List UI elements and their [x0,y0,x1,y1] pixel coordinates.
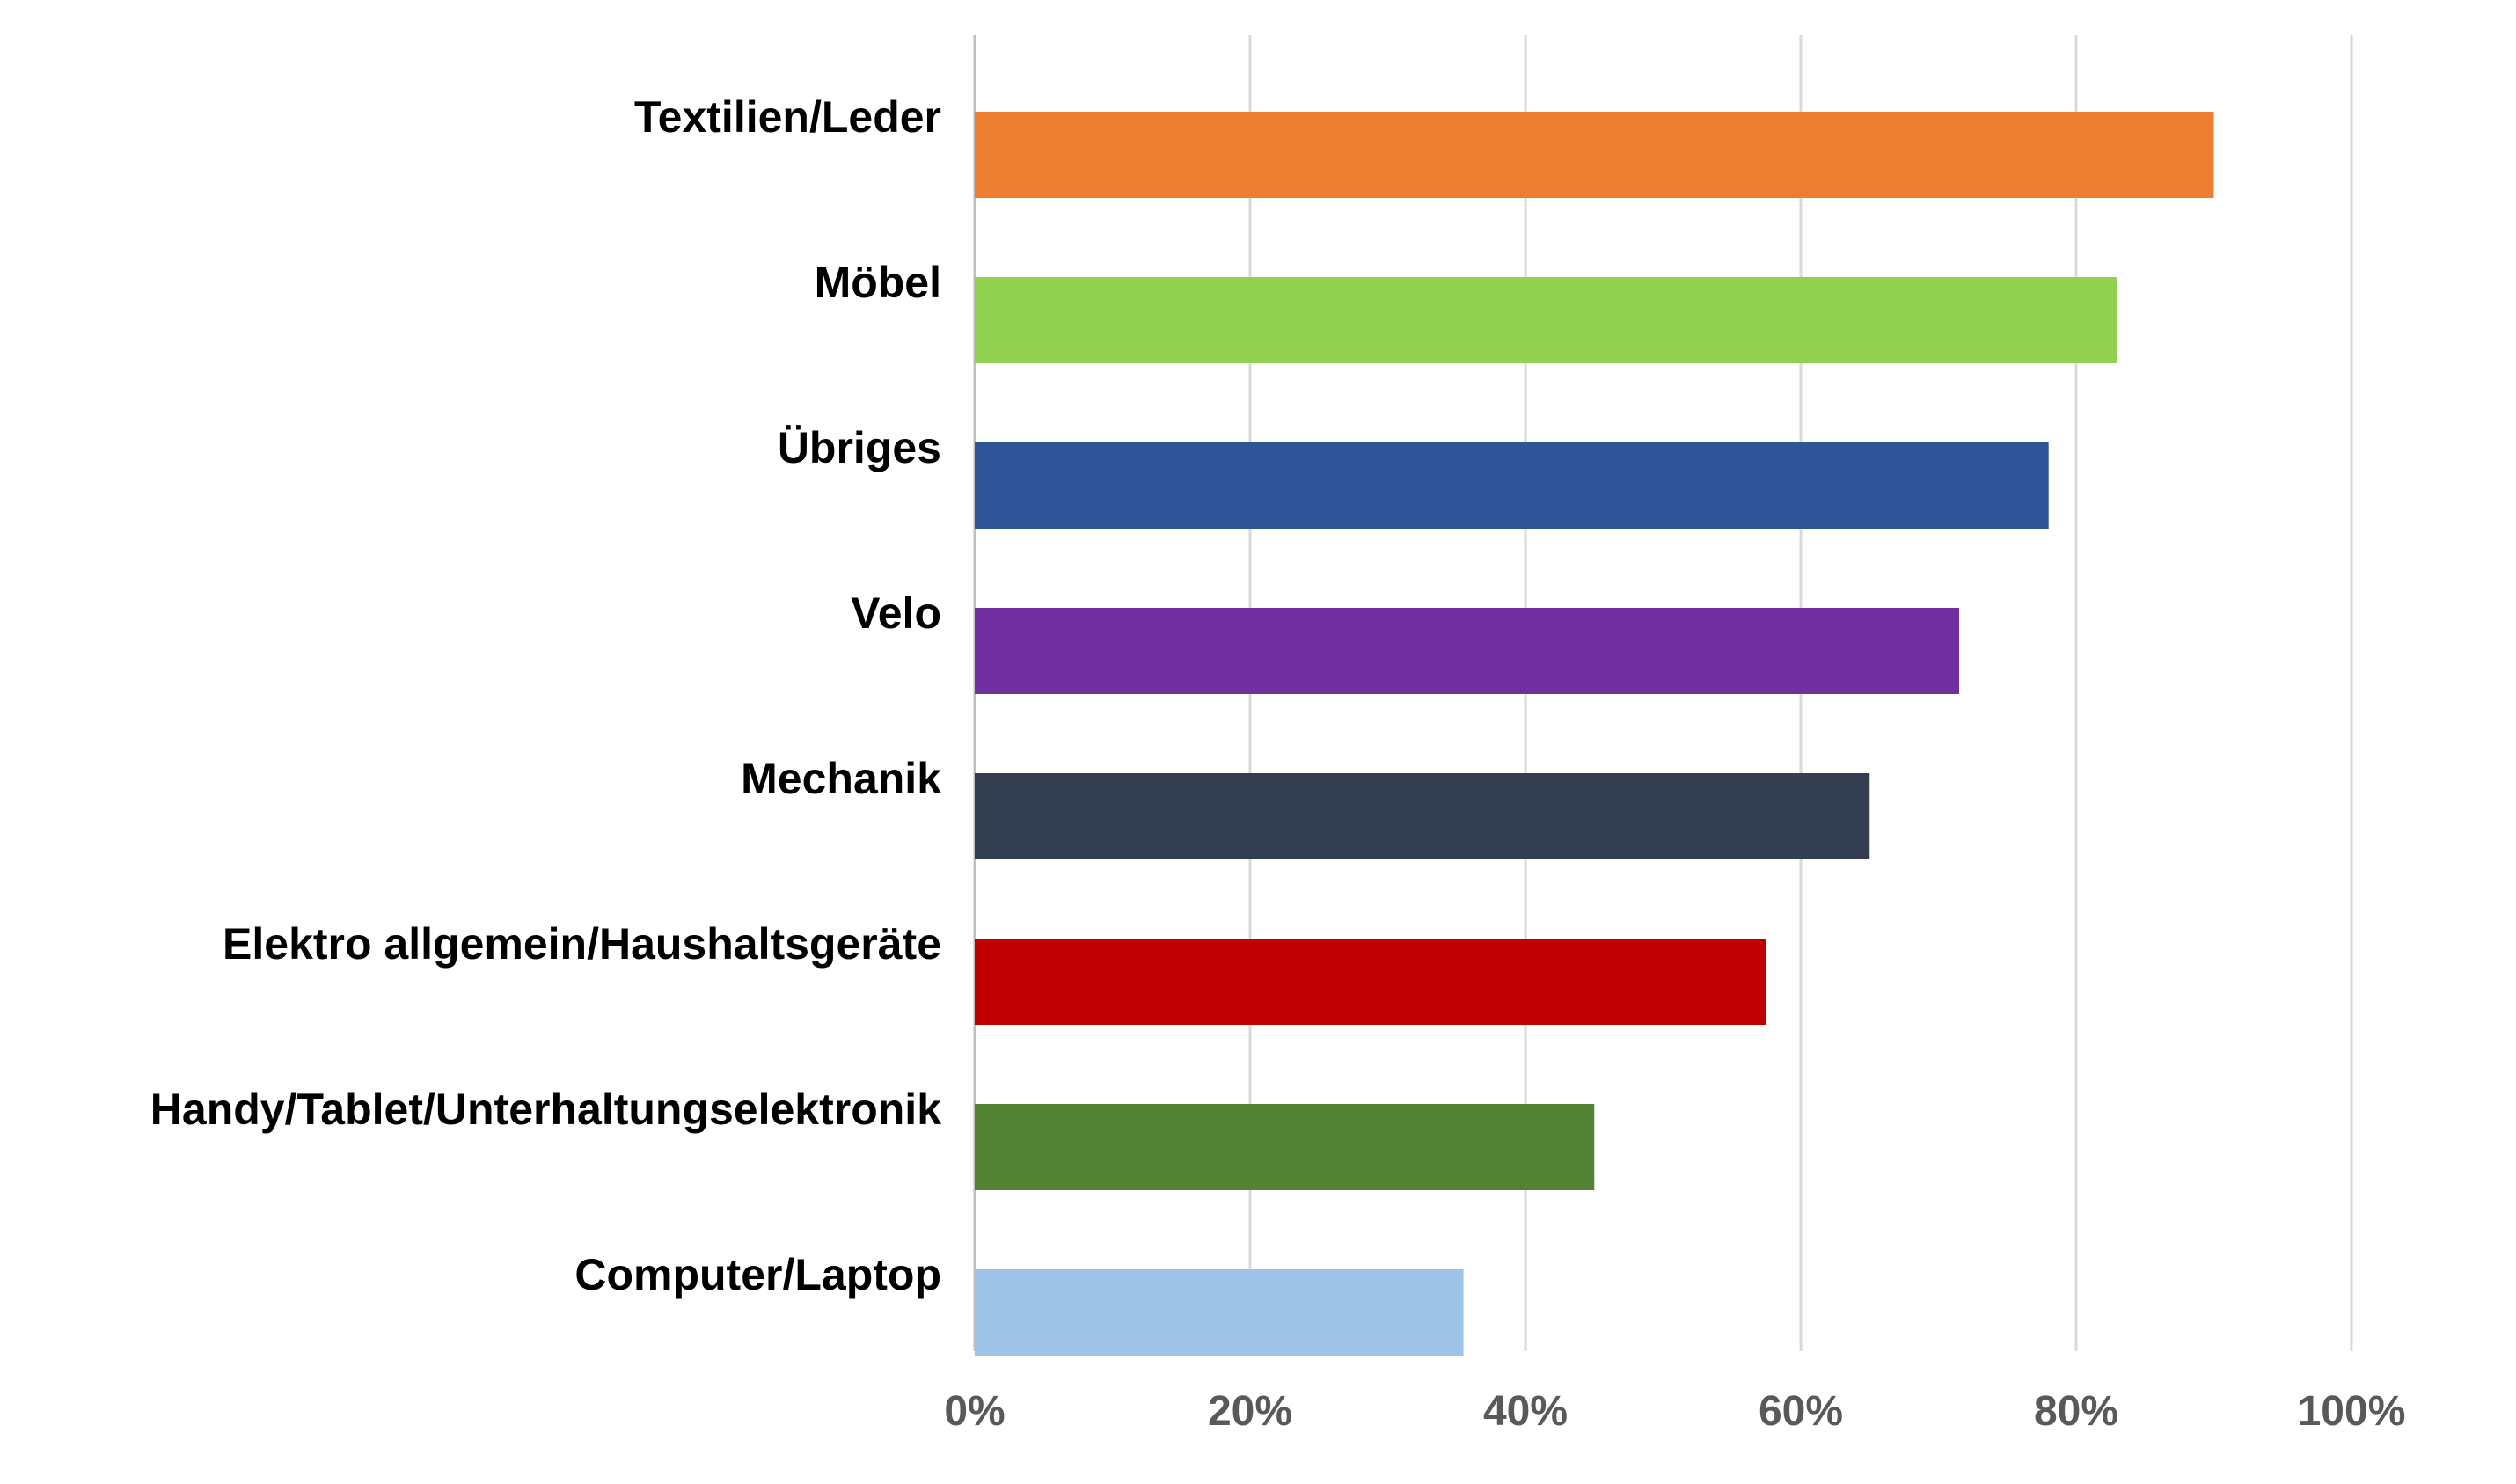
bar [975,773,1870,859]
bar [975,442,2049,529]
bars [975,112,2214,1356]
category-labels: Textilien/Leder Möbel Übriges Velo Mechanik E… [150,92,941,1299]
category-label: Mechanik [741,754,941,803]
bar [975,277,2117,363]
bar [975,939,1766,1025]
category-label: Möbel [815,258,941,307]
bar [975,608,1959,694]
bar [975,1104,1595,1190]
category-label: Handy/Tablet/Unterhaltungselektronik [150,1085,941,1134]
x-tick-label: 80% [2034,1388,2118,1435]
x-tick-label: 20% [1208,1388,1292,1435]
x-axis-tick-labels: 0% 20% 40% 60% 80% 100% [944,1388,2405,1435]
category-label: Computer/Laptop [574,1250,941,1299]
bar [975,1269,1464,1356]
x-tick-label: 100% [2298,1388,2406,1435]
x-tick-label: 0% [944,1388,1005,1435]
category-label: Textilien/Leder [634,92,941,142]
x-tick-label: 60% [1759,1388,1843,1435]
x-tick-label: 40% [1483,1388,1568,1435]
category-label: Übriges [778,423,941,472]
category-label: Elektro allgemein/Haushaltsgeräte [223,919,941,969]
bar [975,112,2214,198]
category-label: Velo [851,588,941,638]
